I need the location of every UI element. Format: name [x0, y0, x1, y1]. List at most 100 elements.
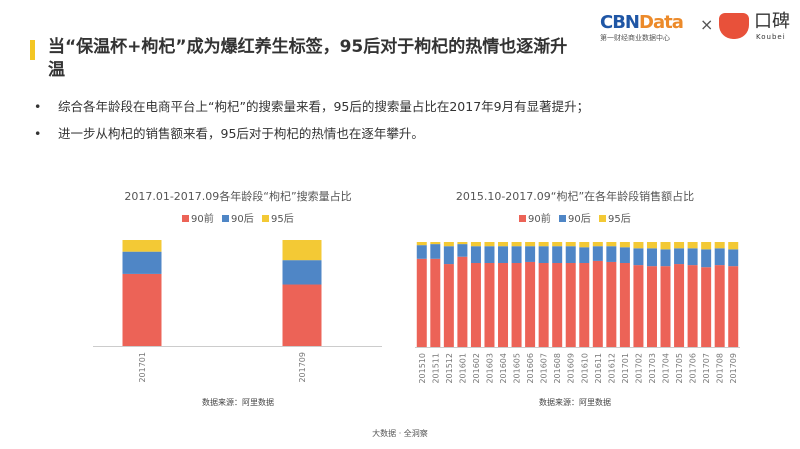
- bar-segment: [525, 261, 536, 347]
- bar-segment: [484, 263, 495, 347]
- bar-segment: [646, 242, 657, 249]
- x-tick-label: 201701: [138, 352, 147, 383]
- bar-segment: [592, 246, 603, 261]
- bar-segment: [592, 260, 603, 347]
- bar-segment: [646, 248, 657, 267]
- bar-segment: [443, 246, 454, 265]
- bar-segment: [606, 246, 617, 262]
- x-tick-label: 201601: [458, 353, 467, 384]
- page-title: 当“保温杯+枸杞”成为爆红养生标签，95后对于枸杞的热情也逐渐升温: [48, 37, 568, 80]
- legend-label: 95后: [608, 213, 631, 225]
- bar-segment: [470, 242, 481, 247]
- bar-segment: [592, 242, 603, 247]
- bar-segment: [430, 242, 441, 245]
- bar-segment: [525, 246, 536, 262]
- bar-segment: [633, 242, 644, 249]
- source-note: 数据来源：阿里数据: [202, 397, 274, 407]
- bar-segment: [619, 263, 630, 347]
- bar-segment: [538, 242, 549, 247]
- bar-segment: [714, 242, 725, 249]
- bullet-item: • 综合各年龄段在电商平台上“枸杞”的搜索量来看，95后的搜索量占比在2017年9…: [34, 99, 590, 114]
- bar-segment: [430, 244, 441, 259]
- koubei-logo-text: 口碑: [754, 11, 790, 32]
- bullet-list: • 综合各年龄段在电商平台上“枸杞”的搜索量来看，95后的搜索量占比在2017年9…: [34, 96, 794, 150]
- bar-segment: [470, 263, 481, 347]
- bar-segment: [701, 267, 712, 347]
- legend-label: 90后: [231, 213, 254, 225]
- bar-segment: [674, 242, 685, 249]
- bar-segment: [538, 246, 549, 263]
- logo-separator: ×: [700, 15, 714, 34]
- legend-swatch: [262, 215, 269, 222]
- x-tick-label: 201703: [648, 353, 657, 384]
- legend-swatch: [559, 215, 566, 222]
- title-accent-bar: [30, 40, 35, 60]
- bar-segment: [633, 248, 644, 266]
- bar-segment: [416, 245, 427, 259]
- bar-segment: [457, 256, 468, 347]
- bar-segment: [687, 242, 698, 249]
- x-tick-label: 201709: [298, 352, 307, 383]
- cbndata-logo: CBNData 第一财经商业数据中心: [600, 12, 684, 42]
- legend-swatch: [519, 215, 526, 222]
- bar-segment: [660, 242, 671, 250]
- x-tick-label: 201603: [485, 353, 494, 384]
- bar-segment: [457, 244, 468, 257]
- bar-segment: [579, 263, 590, 347]
- bar-segment: [122, 240, 162, 252]
- x-tick-label: 201704: [662, 353, 671, 384]
- x-tick-label: 201708: [716, 353, 725, 384]
- bar-segment: [633, 265, 644, 347]
- bar-segment: [552, 242, 563, 247]
- koubei-logo-sub: Koubei: [756, 33, 786, 41]
- bar-segment: [565, 246, 576, 263]
- x-tick-label: 201604: [499, 353, 508, 384]
- bar-segment: [728, 242, 739, 250]
- legend-label: 90后: [568, 213, 591, 225]
- x-tick-label: 201606: [526, 353, 535, 384]
- x-tick-label: 201511: [431, 353, 440, 384]
- bar-segment: [282, 240, 322, 261]
- bar-segment: [674, 248, 685, 265]
- bar-segment: [122, 273, 162, 346]
- footer: 大数据 · 全洞察: [372, 429, 428, 438]
- bar-segment: [511, 242, 522, 247]
- x-tick-label: 201707: [702, 353, 711, 384]
- bar-segment: [687, 265, 698, 347]
- bar-segment: [552, 263, 563, 347]
- bar-segment: [430, 258, 441, 347]
- bar-segment: [660, 266, 671, 347]
- bar-segment: [619, 242, 630, 248]
- bar-segment: [674, 264, 685, 347]
- bar-segment: [728, 266, 739, 347]
- bar-segment: [443, 264, 454, 347]
- x-tick-label: 201706: [689, 353, 698, 384]
- bar-segment: [498, 242, 509, 247]
- bar-segment: [701, 249, 712, 268]
- x-tick-label: 201608: [553, 353, 562, 384]
- bar-segment: [646, 266, 657, 347]
- bar-segment: [457, 242, 468, 245]
- x-tick-label: 201605: [513, 353, 522, 384]
- koubei-logo-icon: [719, 13, 749, 39]
- bar-segment: [701, 242, 712, 250]
- bar-segment: [565, 263, 576, 347]
- x-tick-label: 201602: [472, 353, 481, 384]
- bar-segment: [498, 263, 509, 347]
- bar-segment: [525, 242, 536, 247]
- bar-segment: [606, 261, 617, 347]
- bar-segment: [728, 249, 739, 267]
- bar-segment: [565, 242, 576, 247]
- bar-segment: [282, 260, 322, 285]
- x-tick-label: 201610: [580, 353, 589, 384]
- legend-swatch: [182, 215, 189, 222]
- bar-segment: [687, 248, 698, 266]
- x-tick-label: 201510: [418, 353, 427, 384]
- source-note: 数据来源：阿里数据: [539, 397, 611, 407]
- x-tick-label: 201512: [445, 353, 454, 384]
- x-tick-label: 201705: [675, 353, 684, 384]
- bar-segment: [282, 284, 322, 346]
- legend-label: 95后: [271, 213, 294, 225]
- bar-segment: [484, 242, 495, 247]
